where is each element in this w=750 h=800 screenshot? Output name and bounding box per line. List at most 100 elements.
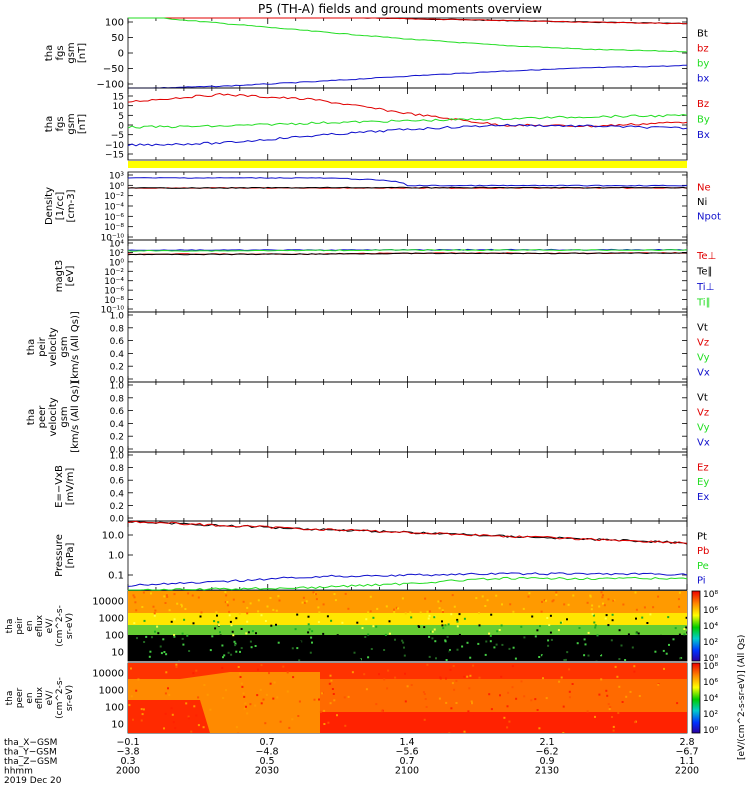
- noise-pixel: [501, 603, 503, 606]
- noise-pixel: [441, 732, 444, 733]
- noise-pixel: [316, 660, 319, 661]
- noise-pixel: [605, 689, 608, 692]
- noise-pixel: [188, 650, 191, 652]
- noise-pixel: [469, 656, 472, 659]
- noise-pixel: [538, 656, 541, 658]
- noise-pixel: [347, 607, 350, 610]
- noise-pixel: [515, 697, 518, 700]
- noise-pixel: [463, 675, 466, 678]
- colorbar-tick-label: 10⁸: [703, 662, 718, 672]
- noise-pixel: [618, 629, 621, 632]
- noise-pixel: [409, 611, 412, 614]
- noise-pixel: [431, 630, 434, 633]
- noise-pixel: [597, 712, 600, 715]
- y-axis-label: peir: [37, 336, 48, 356]
- legend-bx: bx: [697, 74, 709, 85]
- noise-pixel: [367, 633, 370, 636]
- noise-pixel: [328, 682, 331, 685]
- noise-pixel: [184, 608, 187, 610]
- noise-pixel: [220, 641, 223, 644]
- noise-pixel: [336, 714, 338, 717]
- noise-pixel: [627, 633, 630, 636]
- noise-pixel: [467, 710, 470, 713]
- noise-pixel: [247, 631, 250, 634]
- noise-pixel: [404, 700, 407, 703]
- noise-pixel: [534, 635, 537, 638]
- y-axis-label: gsm: [66, 42, 77, 63]
- spec-y-axis-label: sr-eV): [65, 613, 75, 639]
- noise-pixel: [160, 652, 163, 655]
- noise-pixel: [165, 594, 168, 597]
- y-tick-label: 10⁻⁶: [104, 287, 124, 297]
- noise-pixel: [186, 634, 189, 637]
- noise-pixel: [191, 594, 194, 597]
- noise-pixel: [507, 691, 510, 694]
- noise-pixel: [307, 650, 310, 653]
- y-axis-label: magt3: [54, 260, 65, 293]
- noise-pixel: [629, 719, 632, 722]
- y-tick-label: 10.0: [102, 531, 124, 542]
- noise-pixel: [254, 704, 257, 707]
- noise-pixel: [456, 625, 459, 628]
- noise-pixel: [276, 696, 279, 699]
- noise-pixel: [388, 632, 391, 635]
- noise-pixel: [563, 659, 566, 661]
- noise-pixel: [607, 598, 610, 601]
- noise-pixel: [550, 638, 553, 641]
- noise-pixel: [469, 674, 472, 677]
- noise-pixel: [250, 646, 253, 649]
- noise-pixel: [522, 607, 525, 610]
- noise-pixel: [679, 657, 682, 660]
- colorbar-tick-label: 10⁶: [703, 606, 718, 616]
- y-tick-label: 10⁻⁶: [104, 213, 124, 223]
- series-line-Ti∥: [127, 249, 688, 252]
- noise-pixel: [376, 607, 379, 610]
- legend-Npot: Npot: [697, 211, 721, 222]
- noise-pixel: [154, 630, 156, 633]
- noise-pixel: [174, 727, 177, 730]
- noise-pixel: [222, 697, 225, 699]
- noise-pixel: [171, 653, 174, 656]
- noise-pixel: [301, 601, 304, 604]
- noise-pixel: [449, 668, 452, 671]
- spec-y-axis-label: sr-eV): [65, 685, 75, 711]
- noise-pixel: [495, 643, 498, 646]
- noise-pixel: [385, 605, 388, 608]
- legend-Pt: Pt: [697, 531, 707, 542]
- noise-pixel: [182, 643, 185, 646]
- noise-pixel: [498, 629, 501, 631]
- peer-spec-noise: [128, 663, 681, 733]
- noise-pixel: [197, 724, 200, 727]
- noise-pixel: [540, 654, 543, 657]
- noise-pixel: [451, 594, 454, 597]
- noise-pixel: [584, 643, 587, 646]
- y-axis-label: [cm-3]: [66, 189, 77, 222]
- noise-pixel: [402, 641, 405, 644]
- noise-pixel: [624, 659, 627, 661]
- noise-pixel: [171, 713, 174, 716]
- noise-pixel: [393, 611, 396, 613]
- noise-pixel: [410, 684, 413, 686]
- noise-pixel: [463, 732, 466, 733]
- noise-pixel: [183, 618, 186, 621]
- noise-pixel: [477, 642, 480, 645]
- noise-pixel: [302, 596, 305, 599]
- noise-pixel: [298, 700, 301, 703]
- noise-pixel: [312, 591, 315, 594]
- noise-pixel: [509, 603, 512, 606]
- y-tick-label: −10: [105, 141, 124, 151]
- noise-pixel: [197, 696, 200, 699]
- noise-pixel: [151, 636, 153, 639]
- noise-pixel: [165, 671, 168, 674]
- noise-pixel: [607, 639, 610, 642]
- noise-pixel: [439, 645, 442, 648]
- noise-pixel: [180, 603, 183, 606]
- noise-pixel: [565, 720, 568, 723]
- noise-pixel: [215, 611, 218, 614]
- noise-pixel: [307, 615, 310, 618]
- noise-pixel: [591, 604, 594, 607]
- legend-Pe: Pe: [697, 561, 709, 572]
- noise-pixel: [456, 618, 459, 621]
- y-tick-label: 0: [118, 49, 124, 60]
